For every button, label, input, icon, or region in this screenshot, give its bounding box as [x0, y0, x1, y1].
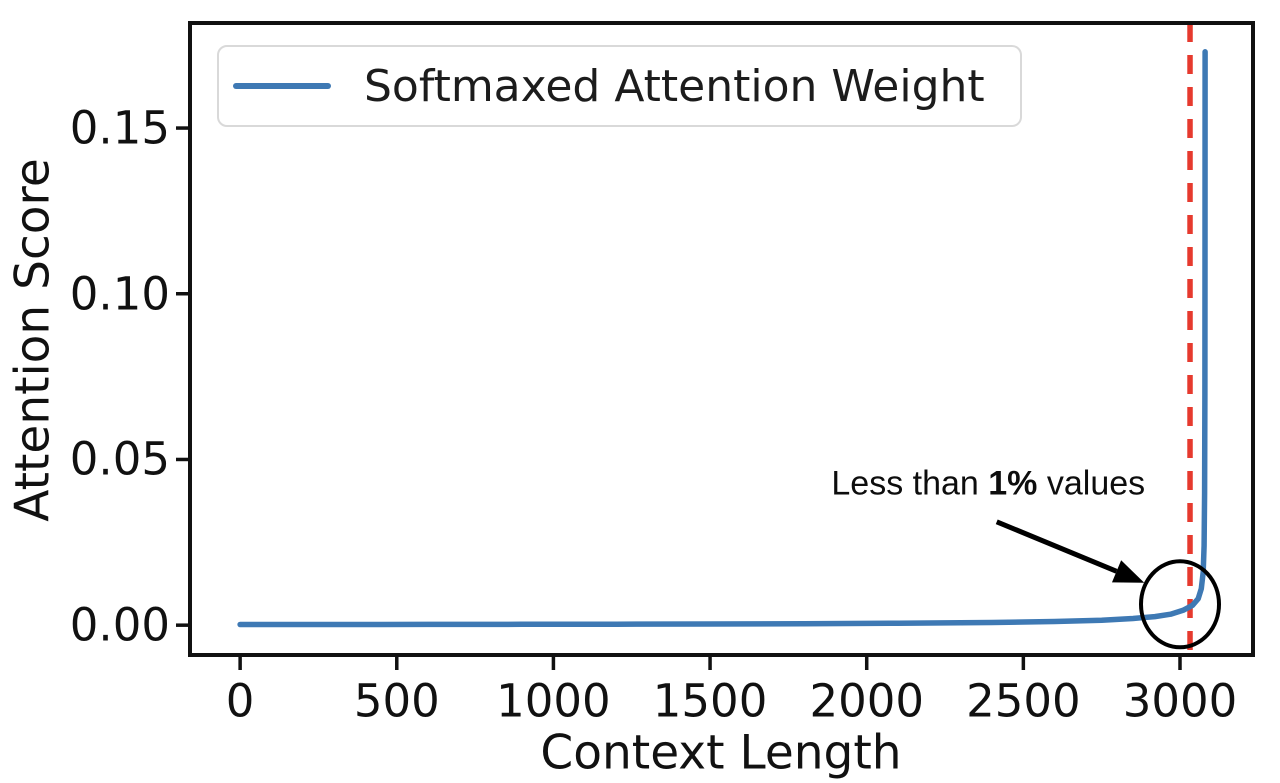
x-tick-label: 2000: [809, 674, 924, 728]
annotation-text: Less than 1% values: [831, 464, 1145, 503]
y-tick-label: 0.00: [69, 598, 170, 652]
x-tick-label: 1000: [496, 674, 611, 728]
annotation-arrow-shaft: [995, 519, 1118, 574]
plot-border: [188, 21, 1255, 657]
y-tick-label: 0.05: [69, 432, 170, 486]
y-tick-label: 0.10: [69, 267, 170, 321]
y-tick-label: 0.15: [69, 101, 170, 155]
legend: Softmaxed Attention Weight: [217, 45, 1022, 127]
x-tick-label: 1500: [652, 674, 768, 728]
legend-entry-label: Softmaxed Attention Weight: [364, 60, 985, 112]
x-tick-label: 2500: [966, 674, 1081, 728]
y-axis-label: Attention Score: [5, 158, 61, 522]
series-line: [237, 49, 1208, 628]
annotation-text-suffix: values: [1037, 464, 1146, 503]
annotation-text-bold: 1%: [988, 464, 1038, 503]
legend-line-swatch: [233, 83, 331, 89]
x-tick-label: 0: [225, 674, 255, 728]
annotation-arrow-head: [1111, 560, 1145, 583]
x-tick-label: 500: [353, 674, 440, 728]
annotation-text-prefix: Less than: [831, 464, 989, 503]
x-tick-label: 3000: [1122, 674, 1238, 728]
x-axis-label: Context Length: [540, 725, 902, 781]
annotation-circle: [1139, 559, 1222, 650]
